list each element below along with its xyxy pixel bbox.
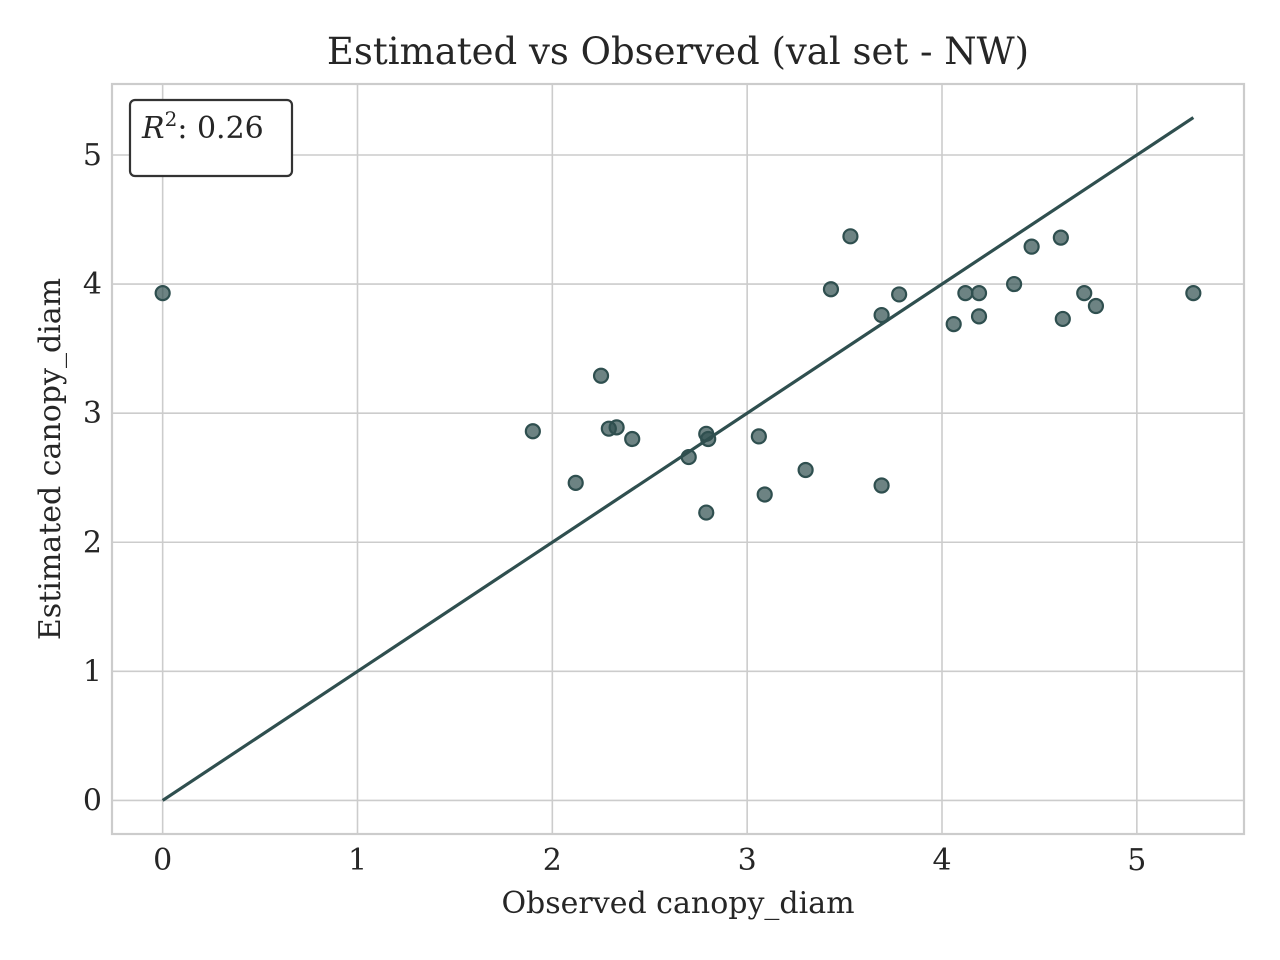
data-point: [873, 306, 890, 324]
x-axis-label: Observed canopy_diam: [501, 886, 854, 921]
annotation-text: R2: 0.26: [141, 107, 264, 146]
data-point: [797, 461, 814, 479]
y-tick-labels: 0 1 2 3 4 5: [83, 138, 102, 818]
data-point: [1087, 297, 1105, 315]
identity-line: [161, 116, 1195, 802]
plot-frame: [110, 82, 1246, 836]
data-point: [970, 285, 988, 302]
data-point: [945, 316, 962, 333]
data-point: [1076, 285, 1093, 302]
y-axis-label: Estimated canopy_diam: [33, 278, 68, 640]
data-point: [891, 286, 908, 303]
data-point: [756, 486, 773, 503]
x-tick-label: 2: [543, 843, 562, 878]
y-tick-label: 4: [83, 267, 102, 302]
y-tick-label: 1: [83, 654, 102, 689]
data-points: [154, 228, 1202, 521]
data-point: [592, 367, 610, 384]
data-point: [1054, 310, 1071, 328]
data-point: [1185, 285, 1202, 302]
data-point: [842, 228, 859, 245]
data-point: [822, 281, 840, 298]
data-point: [750, 428, 767, 445]
annotation-box: [128, 98, 294, 178]
x-tick-label: 5: [1127, 843, 1146, 878]
y-tick-label: 3: [83, 396, 102, 431]
y-tick-label: 0: [83, 783, 102, 818]
x-tick-label: 3: [738, 843, 757, 878]
data-point: [1023, 238, 1040, 255]
data-point: [624, 430, 641, 448]
grid-lines: [112, 84, 1244, 834]
r-squared-annotation: R2: 0.26: [128, 98, 294, 178]
y-tick-label: 5: [83, 138, 102, 173]
x-tick-label: 1: [348, 843, 367, 878]
x-tick-labels: 0 1 2 3 4 5: [153, 843, 1146, 878]
data-point: [698, 504, 715, 521]
y-tick-label: 2: [83, 525, 102, 560]
data-point: [524, 423, 541, 440]
data-point: [1052, 229, 1069, 246]
x-tick-label: 0: [153, 843, 172, 878]
data-point: [1005, 275, 1023, 293]
data-point: [680, 448, 697, 466]
reference-line-layer: [161, 116, 1195, 802]
data-point: [608, 419, 625, 436]
data-point: [873, 477, 890, 494]
data-point: [154, 285, 171, 302]
data-point: [970, 308, 988, 325]
r-superscript: 2: [165, 107, 178, 131]
data-point: [957, 285, 974, 302]
data-point: [700, 430, 717, 448]
data-point: [567, 474, 584, 491]
r-value: : 0.26: [177, 111, 263, 146]
chart-title: Estimated vs Observed (val set - NW): [327, 30, 1029, 73]
r-symbol: R: [141, 111, 165, 146]
x-tick-label: 4: [932, 843, 951, 878]
